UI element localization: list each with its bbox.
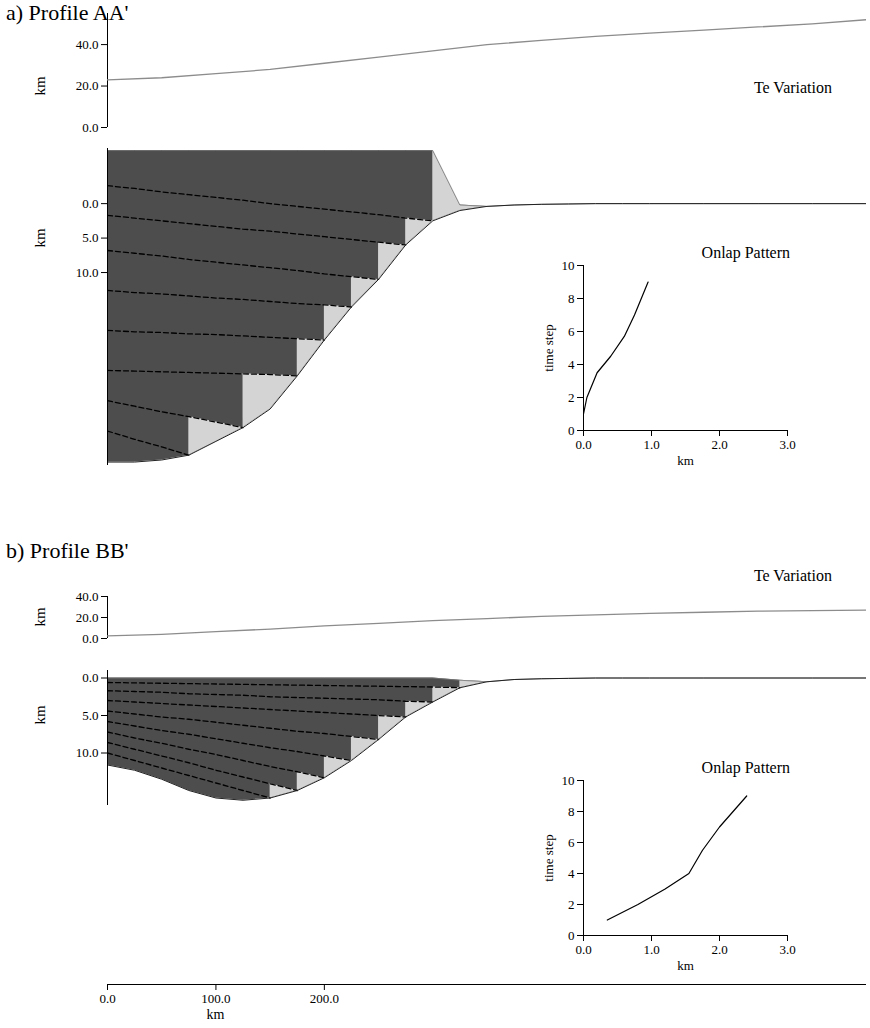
- svg-text:200.0: 200.0: [310, 991, 339, 1006]
- svg-text:4: 4: [568, 357, 575, 372]
- svg-text:2.0: 2.0: [711, 437, 727, 452]
- svg-text:1.0: 1.0: [643, 437, 659, 452]
- svg-text:10.0: 10.0: [76, 745, 99, 760]
- svg-text:10: 10: [562, 258, 575, 273]
- html-text:km: km: [31, 705, 48, 725]
- svg-text:5.0: 5.0: [82, 708, 98, 723]
- svg-text:0.0: 0.0: [575, 437, 591, 452]
- svg-text:8: 8: [568, 291, 575, 306]
- svg-text:2: 2: [568, 390, 575, 405]
- svg-text:40.0: 40.0: [76, 37, 99, 52]
- svg-text:2: 2: [568, 897, 575, 912]
- html-text:b) Profile BB': b) Profile BB': [6, 538, 129, 563]
- html-text:Onlap Pattern: Onlap Pattern: [701, 759, 790, 776]
- svg-text:5.0: 5.0: [82, 230, 98, 245]
- svg-text:40.0: 40.0: [76, 589, 99, 604]
- html-text:Te Variation: Te Variation: [753, 567, 832, 584]
- html-text:km: km: [206, 1007, 225, 1022]
- svg-text:0.0: 0.0: [99, 991, 115, 1006]
- svg-text:0.0: 0.0: [82, 631, 98, 646]
- html-text:km: km: [31, 607, 48, 627]
- html-text:a) Profile AA': a) Profile AA': [6, 0, 129, 25]
- html-text:km: km: [31, 228, 48, 248]
- html-text:Te Variation: Te Variation: [753, 79, 832, 96]
- svg-text:2.0: 2.0: [711, 942, 727, 957]
- svg-text:0.0: 0.0: [82, 196, 98, 211]
- svg-text:time step: time step: [541, 834, 556, 881]
- svg-text:100.0: 100.0: [201, 991, 230, 1006]
- svg-text:20.0: 20.0: [76, 610, 99, 625]
- svg-text:1.0: 1.0: [643, 942, 659, 957]
- svg-text:6: 6: [568, 324, 575, 339]
- svg-text:6: 6: [568, 835, 575, 850]
- svg-text:0.0: 0.0: [82, 670, 98, 685]
- svg-text:10: 10: [562, 773, 575, 788]
- svg-text:0.0: 0.0: [575, 942, 591, 957]
- svg-text:0: 0: [568, 928, 575, 943]
- svg-text:time step: time step: [541, 324, 556, 371]
- html-text:Onlap Pattern: Onlap Pattern: [701, 244, 790, 261]
- svg-text:3.0: 3.0: [779, 437, 795, 452]
- svg-text:km: km: [677, 453, 694, 468]
- svg-text:3.0: 3.0: [779, 942, 795, 957]
- svg-text:20.0: 20.0: [76, 78, 99, 93]
- svg-text:0: 0: [568, 423, 575, 438]
- svg-text:0.0: 0.0: [82, 120, 98, 135]
- svg-text:km: km: [677, 958, 694, 973]
- html-text:km: km: [31, 75, 48, 96]
- svg-text:4: 4: [568, 866, 575, 881]
- svg-text:10.0: 10.0: [76, 265, 99, 280]
- svg-text:8: 8: [568, 804, 575, 819]
